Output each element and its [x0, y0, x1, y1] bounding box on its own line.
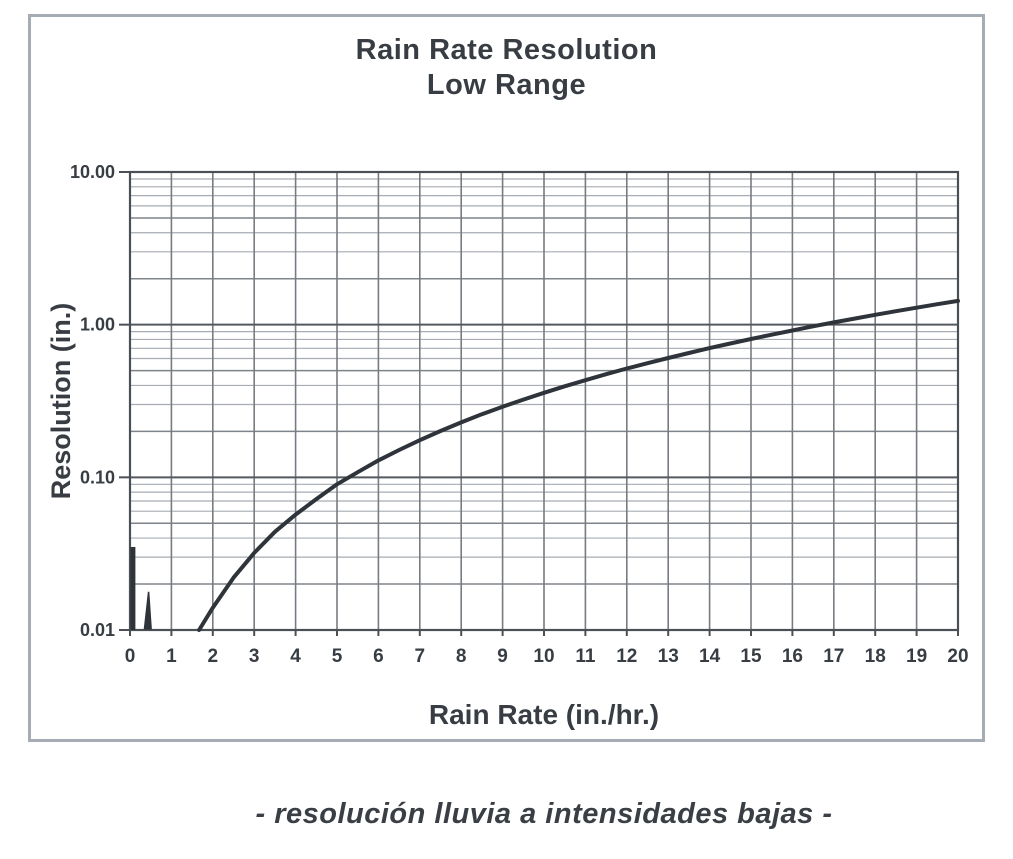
- y-tick-label: 10.00: [70, 162, 115, 182]
- x-tick-label: 10: [533, 646, 554, 667]
- x-tick-label: 17: [823, 646, 844, 667]
- chart-title: Rain Rate Resolution Low Range: [28, 33, 985, 103]
- x-tick-label: 13: [658, 646, 679, 667]
- vertical-gridlines: [170, 172, 918, 630]
- y-axis-ticks: [119, 171, 130, 631]
- x-tick-label: 9: [497, 646, 508, 667]
- x-tick-label: 1: [166, 646, 177, 667]
- y-tick-label: 1.00: [80, 315, 115, 335]
- x-axis-title: Rain Rate (in./hr.): [429, 699, 659, 730]
- x-tick-label: 14: [699, 646, 721, 667]
- x-tick-label: 5: [332, 646, 343, 667]
- x-tick-labels: 0 1 2 3 4 5 6 7 8 9 10 11 12 13 14 15 16 17 18 19 20: [125, 646, 969, 667]
- chart-title-line1: Rain Rate Resolution: [355, 34, 658, 66]
- x-tick-label: 0: [125, 646, 136, 667]
- x-tick-label: 4: [290, 646, 301, 667]
- low-rate-spike: [143, 591, 152, 630]
- resolution-curve: [197, 298, 960, 632]
- x-tick-label: 2: [208, 646, 219, 667]
- y-axis-title: Resolution (in.): [46, 303, 76, 499]
- chart-title-line2: Low Range: [426, 69, 587, 101]
- x-tick-label: 20: [947, 646, 968, 667]
- x-tick-label: 11: [575, 646, 596, 667]
- x-tick-label: 3: [249, 646, 260, 667]
- x-tick-label: 6: [373, 646, 384, 667]
- x-tick-label: 19: [906, 646, 927, 667]
- figure-caption: - resolución lluvia a intensidades bajas…: [255, 798, 833, 830]
- x-tick-label: 12: [616, 646, 637, 667]
- y-tick-label: 0.10: [80, 467, 115, 487]
- x-tick-label: 18: [865, 646, 886, 667]
- y-tick-labels: 10.00 1.00 0.10 0.01: [70, 162, 115, 640]
- x-tick-label: 7: [415, 646, 426, 667]
- figure-frame: [28, 14, 985, 742]
- x-axis-ticks: [129, 630, 959, 636]
- y-tick-label: 0.01: [80, 620, 115, 640]
- x-tick-label: 15: [740, 646, 762, 667]
- x-tick-label: 16: [782, 646, 803, 667]
- x-tick-label: 8: [456, 646, 467, 667]
